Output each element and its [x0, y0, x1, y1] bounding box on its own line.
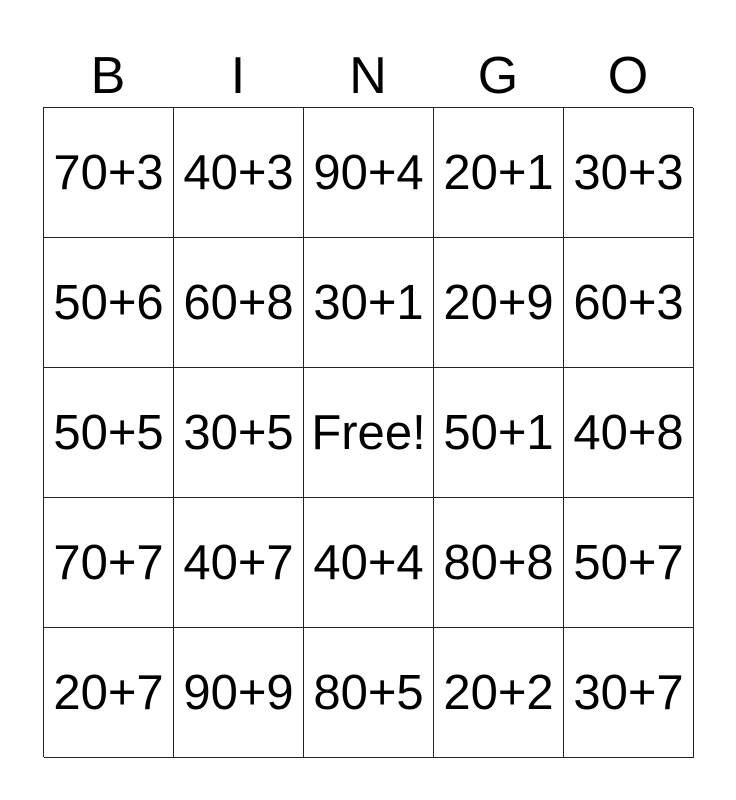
bingo-cell: 40+7: [174, 498, 304, 628]
bingo-cell: 90+4: [304, 108, 434, 238]
header-letter-b: B: [90, 47, 126, 105]
bingo-cell: 70+3: [44, 108, 174, 238]
bingo-cell: 30+5: [174, 368, 304, 498]
bingo-cell: 60+3: [564, 238, 694, 368]
header-letter-g: G: [477, 47, 519, 105]
bingo-cell: 70+7: [44, 498, 174, 628]
bingo-cell: 50+6: [44, 238, 174, 368]
bingo-cell: 20+1: [434, 108, 564, 238]
bingo-cell: 40+3: [174, 108, 304, 238]
bingo-cell: 40+8: [564, 368, 694, 498]
bingo-cell: 50+1: [434, 368, 564, 498]
bingo-cell: 40+4: [304, 498, 434, 628]
bingo-cell: 50+5: [44, 368, 174, 498]
bingo-cell: 30+1: [304, 238, 434, 368]
header-letter-o: O: [607, 47, 649, 105]
header-letter-n: N: [349, 47, 387, 105]
header-letter-i: I: [230, 47, 246, 105]
bingo-cell: 30+7: [564, 628, 694, 758]
bingo-cell: 60+8: [174, 238, 304, 368]
bingo-cell: 30+3: [564, 108, 694, 238]
bingo-cell: 20+9: [434, 238, 564, 368]
free-space-cell: Free!: [304, 368, 434, 498]
bingo-cell: 50+7: [564, 498, 694, 628]
bingo-header: B I N G O: [43, 46, 693, 106]
bingo-cell: 20+7: [44, 628, 174, 758]
bingo-grid: 70+3 40+3 90+4 20+1 30+3 50+6 60+8 30+1 20+9 60+3…: [43, 107, 694, 758]
bingo-cell: 80+8: [434, 498, 564, 628]
bingo-cell: 80+5: [304, 628, 434, 758]
bingo-cell: 90+9: [174, 628, 304, 758]
bingo-cell: 20+2: [434, 628, 564, 758]
